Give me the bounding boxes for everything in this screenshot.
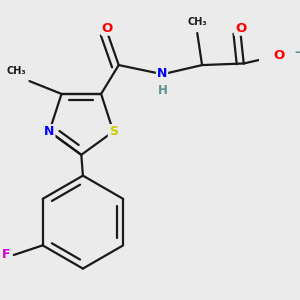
- Text: S: S: [109, 125, 118, 138]
- Text: CH₃: CH₃: [188, 17, 207, 27]
- Text: O: O: [102, 22, 113, 35]
- Text: N: N: [44, 125, 55, 138]
- Text: –H: –H: [294, 46, 300, 59]
- Text: O: O: [273, 49, 285, 62]
- Text: CH₃: CH₃: [7, 66, 26, 76]
- Text: N: N: [157, 67, 167, 80]
- Text: F: F: [2, 248, 10, 262]
- Text: O: O: [235, 22, 246, 35]
- Text: H: H: [158, 84, 168, 97]
